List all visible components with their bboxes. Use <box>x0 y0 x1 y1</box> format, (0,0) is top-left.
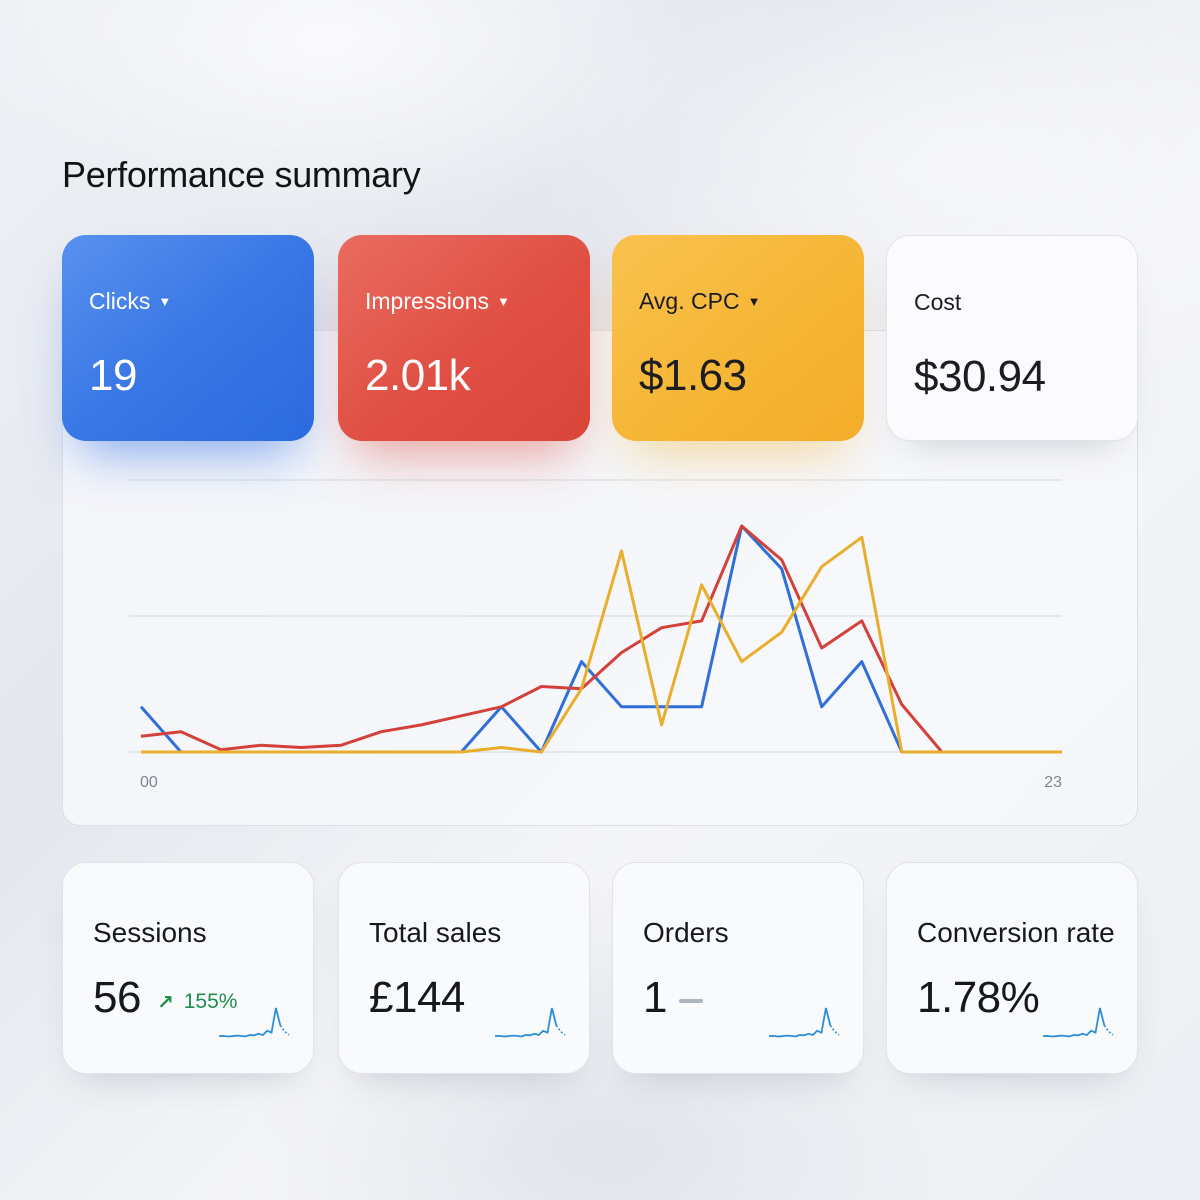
caret-down-icon: ▼ <box>747 293 761 309</box>
sessions-value: 56 <box>93 973 141 1022</box>
total-sales-card[interactable]: Total sales £144 <box>338 862 590 1074</box>
orders-sparkline <box>768 1007 840 1038</box>
total-sales-value: £144 <box>369 973 465 1022</box>
avg-cpc-dropdown[interactable]: Avg. CPC ▼ <box>639 287 836 315</box>
avg-cpc-value: $1.63 <box>639 351 747 400</box>
sparkline-line <box>494 1007 558 1038</box>
sessions-delta: ↗ 155% <box>157 990 237 1015</box>
impressions-label: Impressions <box>365 287 489 314</box>
performance-chart-svg: 00 23 <box>129 479 1062 791</box>
orders-label: Orders <box>643 917 729 948</box>
impressions-value: 2.01k <box>365 351 471 400</box>
avg-cpc-label: Avg. CPC <box>639 287 740 314</box>
sessions-card[interactable]: Sessions 56 ↗ 155% <box>62 862 314 1074</box>
sparkline-projection <box>279 1024 290 1036</box>
cost-value: $30.94 <box>914 352 1046 401</box>
x-tick-label-first: 00 <box>140 774 158 791</box>
series-line-2 <box>141 535 1062 754</box>
clicks-value: 19 <box>89 351 137 400</box>
chart-lines <box>139 524 1062 754</box>
arrow-up-right-icon: ↗ <box>156 991 174 1014</box>
clicks-label: Clicks <box>89 287 151 314</box>
clicks-card[interactable]: Clicks ▼ 19 <box>62 235 314 441</box>
series-line-1 <box>140 524 1062 754</box>
avg-cpc-card[interactable]: Avg. CPC ▼ $1.63 <box>612 235 864 441</box>
sparkline-line <box>1042 1007 1106 1038</box>
sessions-sparkline <box>218 1007 290 1038</box>
no-change-dash-icon <box>678 999 703 1003</box>
total-sales-sparkline <box>494 1007 566 1038</box>
sparkline-line <box>768 1007 832 1038</box>
orders-card[interactable]: Orders 1 <box>612 862 864 1074</box>
orders-value: 1 <box>643 973 667 1022</box>
conversion-rate-label: Conversion rate <box>917 917 1115 948</box>
clicks-dropdown[interactable]: Clicks ▼ <box>89 287 286 315</box>
caret-down-icon: ▼ <box>496 293 510 309</box>
cost-card[interactable]: Cost $30.94 <box>886 235 1138 441</box>
sparkline-projection <box>829 1024 840 1036</box>
page-title: Performance summary <box>62 154 421 195</box>
series-line-0 <box>139 524 1062 754</box>
x-tick-label-last: 23 <box>1044 774 1062 791</box>
sparkline-line <box>218 1007 282 1038</box>
sessions-label: Sessions <box>93 917 207 948</box>
sessions-delta-value: 155% <box>183 990 238 1013</box>
impressions-dropdown[interactable]: Impressions ▼ <box>365 287 562 315</box>
caret-down-icon: ▼ <box>158 293 172 309</box>
chart-grid <box>129 479 1062 753</box>
total-sales-label: Total sales <box>369 917 502 948</box>
conversion-rate-card[interactable]: Conversion rate 1.78% <box>886 862 1138 1074</box>
conversion-rate-sparkline <box>1042 1007 1114 1038</box>
conversion-rate-value: 1.78% <box>917 973 1040 1022</box>
sparkline-projection <box>1103 1024 1114 1036</box>
cost-label: Cost <box>914 288 962 315</box>
sparkline-projection <box>555 1024 566 1036</box>
impressions-card[interactable]: Impressions ▼ 2.01k <box>338 235 590 441</box>
